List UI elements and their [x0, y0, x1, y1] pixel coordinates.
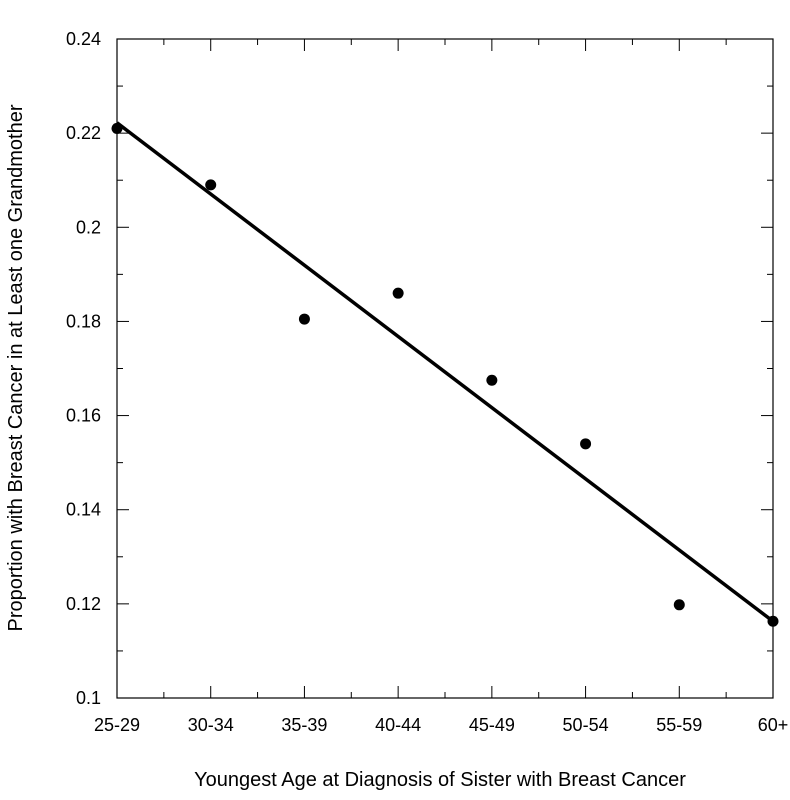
y-tick-label: 0.14 — [66, 500, 101, 520]
y-tick-label: 0.22 — [66, 123, 101, 143]
y-axis-title: Proportion with Breast Cancer in at Leas… — [5, 104, 27, 631]
data-points — [111, 122, 779, 627]
data-point — [111, 122, 123, 134]
data-point — [767, 615, 779, 627]
x-tick-labels: 25-29 30-34 35-39 40-44 45-49 50-54 55-59 60+ — [94, 715, 788, 735]
data-point — [205, 179, 217, 191]
x-tick-label: 35-39 — [281, 715, 327, 735]
data-point — [392, 287, 404, 299]
data-point — [673, 599, 685, 611]
data-point — [486, 374, 498, 386]
y-tick-label: 0.24 — [66, 29, 101, 49]
x-tick-label: 30-34 — [188, 715, 234, 735]
x-tick-label: 55-59 — [656, 715, 702, 735]
axis-ticks — [116, 38, 774, 699]
x-tick-label: 50-54 — [563, 715, 609, 735]
x-axis-title: Youngest Age at Diagnosis of Sister with… — [194, 769, 686, 791]
y-tick-label: 0.2 — [76, 217, 101, 237]
x-tick-label: 45-49 — [469, 715, 515, 735]
y-tick-labels: 0.1 0.12 0.14 0.16 0.18 0.2 0.22 0.24 — [66, 29, 101, 708]
plot-frame — [116, 38, 774, 699]
y-tick-label: 0.12 — [66, 594, 101, 614]
y-tick-label: 0.18 — [66, 311, 101, 331]
data-point — [298, 313, 310, 325]
y-tick-label: 0.1 — [76, 688, 101, 708]
data-point — [580, 438, 592, 450]
x-tick-label: 25-29 — [94, 715, 140, 735]
trend-line — [115, 121, 775, 623]
x-tick-label: 40-44 — [375, 715, 421, 735]
x-tick-label: 60+ — [758, 715, 789, 735]
y-tick-label: 0.16 — [66, 406, 101, 426]
